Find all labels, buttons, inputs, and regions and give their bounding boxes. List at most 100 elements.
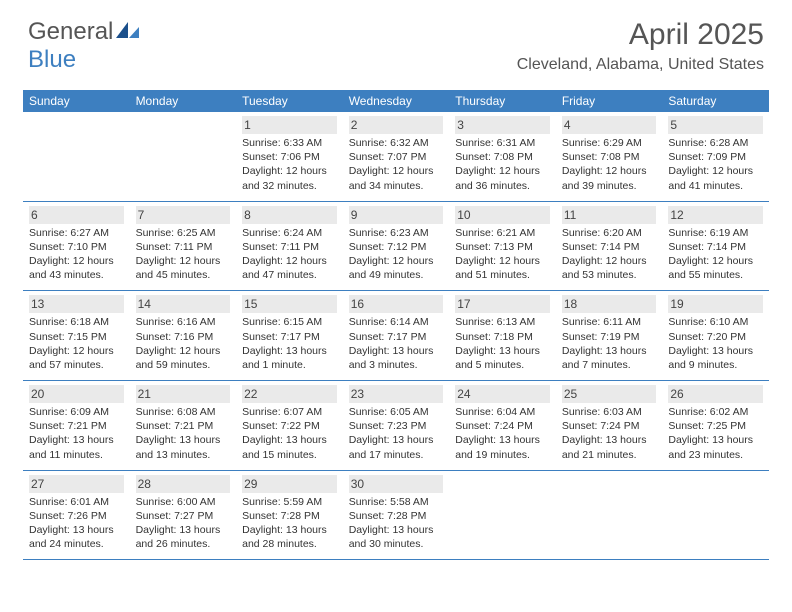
- day-number: 10: [455, 206, 550, 224]
- daylight-text: Daylight: 12 hours and 55 minutes.: [668, 254, 763, 282]
- daylight-text: Daylight: 13 hours and 17 minutes.: [349, 433, 444, 461]
- daylight-text: Daylight: 13 hours and 7 minutes.: [562, 344, 657, 372]
- day-cell: [130, 112, 237, 201]
- sunrise-text: Sunrise: 6:07 AM: [242, 405, 337, 419]
- day-number: 12: [668, 206, 763, 224]
- day-number: 21: [136, 385, 231, 403]
- daylight-text: Daylight: 13 hours and 21 minutes.: [562, 433, 657, 461]
- daylight-text: Daylight: 12 hours and 47 minutes.: [242, 254, 337, 282]
- week-row: 20Sunrise: 6:09 AMSunset: 7:21 PMDayligh…: [23, 381, 769, 471]
- sunrise-text: Sunrise: 6:13 AM: [455, 315, 550, 329]
- sunset-text: Sunset: 7:08 PM: [562, 150, 657, 164]
- day-number: 5: [668, 116, 763, 134]
- day-cell: 30Sunrise: 5:58 AMSunset: 7:28 PMDayligh…: [343, 470, 450, 560]
- sunset-text: Sunset: 7:14 PM: [668, 240, 763, 254]
- day-header: Monday: [130, 90, 237, 112]
- day-header-row: Sunday Monday Tuesday Wednesday Thursday…: [23, 90, 769, 112]
- daylight-text: Daylight: 12 hours and 43 minutes.: [29, 254, 124, 282]
- day-cell: 2Sunrise: 6:32 AMSunset: 7:07 PMDaylight…: [343, 112, 450, 201]
- sunset-text: Sunset: 7:25 PM: [668, 419, 763, 433]
- day-cell: [449, 470, 556, 560]
- day-cell: 22Sunrise: 6:07 AMSunset: 7:22 PMDayligh…: [236, 381, 343, 471]
- sunrise-text: Sunrise: 6:16 AM: [136, 315, 231, 329]
- day-number: 18: [562, 295, 657, 313]
- day-cell: 1Sunrise: 6:33 AMSunset: 7:06 PMDaylight…: [236, 112, 343, 201]
- day-cell: 4 Sunrise: 6:29 AMSunset: 7:08 PMDaylight…: [556, 112, 663, 201]
- day-number: 17: [455, 295, 550, 313]
- sunset-text: Sunset: 7:24 PM: [455, 419, 550, 433]
- day-cell: [556, 470, 663, 560]
- day-cell: [23, 112, 130, 201]
- day-cell: 5Sunrise: 6:28 AMSunset: 7:09 PMDaylight…: [662, 112, 769, 201]
- day-number: 14: [136, 295, 231, 313]
- day-cell: 21 Sunrise: 6:08 AMSunset: 7:21 PMDayligh…: [130, 381, 237, 471]
- sunrise-text: Sunrise: 6:29 AM: [562, 136, 657, 150]
- week-row: 13Sunrise: 6:18 AMSunset: 7:15 PMDayligh…: [23, 291, 769, 381]
- day-number: 4: [562, 116, 657, 134]
- day-header: Tuesday: [236, 90, 343, 112]
- day-number: 1: [242, 116, 337, 134]
- day-cell: 20Sunrise: 6:09 AMSunset: 7:21 PMDayligh…: [23, 381, 130, 471]
- day-cell: 29 Sunrise: 5:59 AMSunset: 7:28 PMDayligh…: [236, 470, 343, 560]
- day-cell: 6Sunrise: 6:27 AMSunset: 7:10 PMDaylight…: [23, 201, 130, 291]
- daylight-text: Daylight: 12 hours and 59 minutes.: [136, 344, 231, 372]
- sunrise-text: Sunrise: 6:14 AM: [349, 315, 444, 329]
- sunrise-text: Sunrise: 5:59 AM: [242, 495, 337, 509]
- sunset-text: Sunset: 7:18 PM: [455, 330, 550, 344]
- day-cell: 14 Sunrise: 6:16 AMSunset: 7:16 PMDayligh…: [130, 291, 237, 381]
- sunrise-text: Sunrise: 6:27 AM: [29, 226, 124, 240]
- sunset-text: Sunset: 7:11 PM: [242, 240, 337, 254]
- sunrise-text: Sunrise: 6:33 AM: [242, 136, 337, 150]
- day-cell: 26Sunrise: 6:02 AMSunset: 7:25 PMDayligh…: [662, 381, 769, 471]
- sail-icon: [115, 18, 141, 45]
- day-number: 7: [136, 206, 231, 224]
- day-number: 25: [562, 385, 657, 403]
- sunrise-text: Sunrise: 6:15 AM: [242, 315, 337, 329]
- day-cell: 17Sunrise: 6:13 AMSunset: 7:18 PMDayligh…: [449, 291, 556, 381]
- daylight-text: Daylight: 13 hours and 1 minute.: [242, 344, 337, 372]
- sunrise-text: Sunrise: 6:00 AM: [136, 495, 231, 509]
- sunset-text: Sunset: 7:20 PM: [668, 330, 763, 344]
- sunrise-text: Sunrise: 6:20 AM: [562, 226, 657, 240]
- sunset-text: Sunset: 7:15 PM: [29, 330, 124, 344]
- sunrise-text: Sunrise: 6:24 AM: [242, 226, 337, 240]
- day-number: 22: [242, 385, 337, 403]
- day-number: 6: [29, 206, 124, 224]
- sunrise-text: Sunrise: 6:03 AM: [562, 405, 657, 419]
- day-number: 24: [455, 385, 550, 403]
- sunrise-text: Sunrise: 6:23 AM: [349, 226, 444, 240]
- sunrise-text: Sunrise: 6:18 AM: [29, 315, 124, 329]
- daylight-text: Daylight: 13 hours and 30 minutes.: [349, 523, 444, 551]
- daylight-text: Daylight: 13 hours and 13 minutes.: [136, 433, 231, 461]
- daylight-text: Daylight: 12 hours and 45 minutes.: [136, 254, 231, 282]
- sunset-text: Sunset: 7:16 PM: [136, 330, 231, 344]
- sunrise-text: Sunrise: 6:21 AM: [455, 226, 550, 240]
- day-cell: 8Sunrise: 6:24 AMSunset: 7:11 PMDaylight…: [236, 201, 343, 291]
- day-cell: 23Sunrise: 6:05 AMSunset: 7:23 PMDayligh…: [343, 381, 450, 471]
- sunrise-text: Sunrise: 6:08 AM: [136, 405, 231, 419]
- daylight-text: Daylight: 13 hours and 28 minutes.: [242, 523, 337, 551]
- daylight-text: Daylight: 13 hours and 23 minutes.: [668, 433, 763, 461]
- sunrise-text: Sunrise: 5:58 AM: [349, 495, 444, 509]
- sunset-text: Sunset: 7:22 PM: [242, 419, 337, 433]
- sunrise-text: Sunrise: 6:28 AM: [668, 136, 763, 150]
- sunrise-text: Sunrise: 6:09 AM: [29, 405, 124, 419]
- sunset-text: Sunset: 7:28 PM: [242, 509, 337, 523]
- day-number: 29: [242, 475, 337, 493]
- daylight-text: Daylight: 12 hours and 57 minutes.: [29, 344, 124, 372]
- sunset-text: Sunset: 7:24 PM: [562, 419, 657, 433]
- day-number: 26: [668, 385, 763, 403]
- sunset-text: Sunset: 7:14 PM: [562, 240, 657, 254]
- day-cell: 28Sunrise: 6:00 AMSunset: 7:27 PMDayligh…: [130, 470, 237, 560]
- sunset-text: Sunset: 7:09 PM: [668, 150, 763, 164]
- day-cell: 19Sunrise: 6:10 AMSunset: 7:20 PMDayligh…: [662, 291, 769, 381]
- sunset-text: Sunset: 7:21 PM: [136, 419, 231, 433]
- day-cell: 15Sunrise: 6:15 AMSunset: 7:17 PMDayligh…: [236, 291, 343, 381]
- brand-part2: Blue: [28, 46, 76, 73]
- day-number: 3: [455, 116, 550, 134]
- day-cell: [662, 470, 769, 560]
- daylight-text: Daylight: 12 hours and 39 minutes.: [562, 164, 657, 192]
- daylight-text: Daylight: 12 hours and 51 minutes.: [455, 254, 550, 282]
- day-number: 15: [242, 295, 337, 313]
- week-row: 1Sunrise: 6:33 AMSunset: 7:06 PMDaylight…: [23, 112, 769, 201]
